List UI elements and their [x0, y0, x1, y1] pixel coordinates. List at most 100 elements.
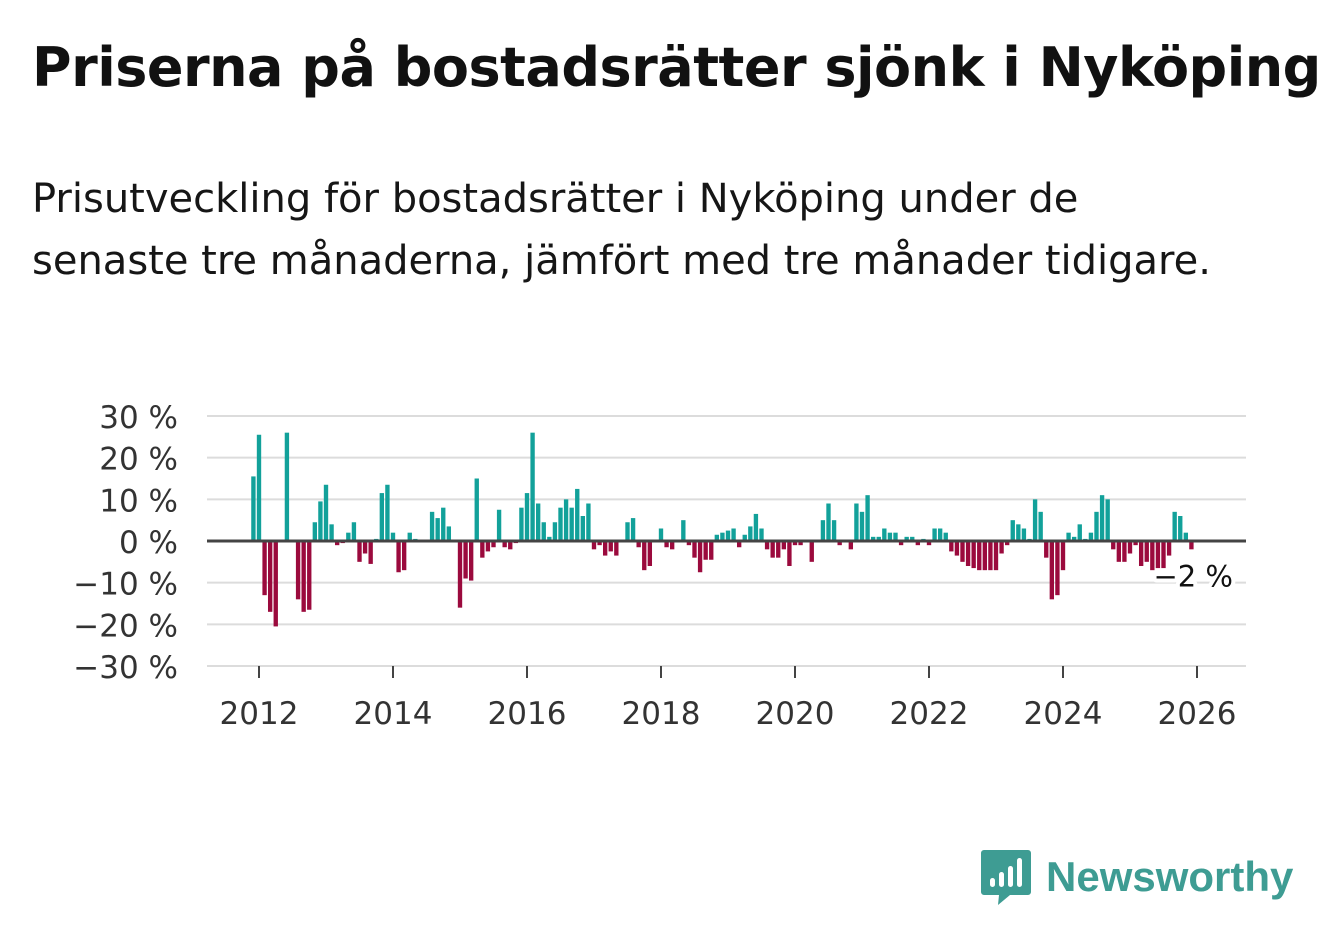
bar [1172, 511, 1177, 541]
bar [1016, 524, 1021, 541]
bar [1122, 541, 1127, 562]
bar [468, 541, 474, 581]
bar [792, 541, 798, 546]
bar [1178, 516, 1183, 541]
bar [937, 528, 943, 541]
bar [1105, 499, 1110, 541]
bar [429, 511, 435, 541]
bar [401, 541, 407, 571]
bar [848, 541, 854, 550]
bar [446, 526, 452, 541]
bar [519, 507, 524, 541]
bar [720, 532, 725, 541]
bar [697, 541, 703, 573]
last-value-label: −2 % [1153, 560, 1233, 594]
bar [1044, 541, 1049, 558]
bar [859, 511, 865, 541]
bar [1161, 541, 1166, 569]
y-tick-label: −30 % [73, 650, 178, 686]
newsworthy-logo[interactable]: Newsworthy [980, 848, 1293, 906]
bar [357, 541, 362, 562]
bar [1111, 541, 1116, 550]
bar [295, 541, 301, 600]
bar [1049, 541, 1055, 600]
bar [552, 522, 558, 541]
bar [614, 541, 619, 556]
bar [781, 541, 787, 550]
bar [284, 432, 290, 541]
bar [346, 532, 351, 541]
bar [485, 541, 491, 552]
bar [535, 503, 541, 541]
bar [647, 541, 653, 566]
bar [636, 541, 641, 548]
bar [329, 524, 334, 541]
bar [887, 532, 893, 541]
bar [1127, 541, 1133, 554]
x-tick-label: 2014 [354, 696, 433, 732]
bar [463, 541, 468, 579]
y-tick-label: 0 % [119, 525, 178, 561]
bar [988, 541, 993, 571]
bar [262, 541, 267, 596]
bar [379, 493, 385, 541]
bar [932, 528, 937, 541]
bar [1088, 532, 1094, 541]
bar [558, 507, 563, 541]
bar [457, 541, 463, 608]
y-tick-label: −20 % [73, 608, 178, 644]
bar [323, 484, 329, 541]
bar [820, 520, 826, 541]
bar [686, 541, 692, 546]
y-tick-label: 30 % [99, 400, 178, 436]
brand-name: Newsworthy [1046, 853, 1294, 900]
bar [1010, 520, 1015, 541]
bar [753, 513, 759, 541]
bar [837, 541, 842, 546]
chart-title: Priserna på bostadsrätter sjönk i Nyköpi… [32, 36, 1321, 99]
bar [480, 541, 485, 558]
bar [597, 541, 602, 546]
bar [770, 541, 775, 558]
bar [1133, 541, 1138, 546]
bar [1032, 499, 1038, 541]
bar [273, 541, 278, 627]
bar [993, 541, 999, 571]
bar [301, 541, 306, 612]
bar [1099, 495, 1105, 541]
bar [960, 541, 965, 562]
bar [681, 520, 686, 541]
bar [474, 478, 479, 541]
chart-subtitle: Prisutveckling för bostadsrätter i Nyköp… [32, 176, 1211, 284]
bar [1183, 532, 1189, 541]
bar [703, 541, 708, 560]
bar [251, 476, 256, 541]
bar [759, 528, 764, 541]
x-tick-label: 2024 [1024, 696, 1103, 732]
bar [736, 541, 742, 548]
x-tick-label: 2026 [1158, 696, 1237, 732]
bar [1071, 536, 1077, 541]
bar [625, 522, 630, 541]
bar [312, 522, 318, 541]
bar [826, 503, 831, 541]
bar [1038, 511, 1043, 541]
bar [1055, 541, 1060, 596]
bar [385, 484, 390, 541]
bar [1077, 524, 1082, 541]
x-tick-label: 2020 [756, 696, 835, 732]
bar [876, 536, 881, 541]
bar [748, 526, 753, 541]
bar [882, 528, 887, 541]
bar [982, 541, 988, 571]
bar [334, 541, 340, 546]
bar [541, 522, 546, 541]
bar [854, 503, 859, 541]
bar [1066, 532, 1071, 541]
bar [764, 541, 770, 550]
bar [977, 541, 982, 571]
y-tick-label: 10 % [99, 483, 178, 519]
bar [1150, 541, 1155, 571]
bar [831, 520, 837, 541]
